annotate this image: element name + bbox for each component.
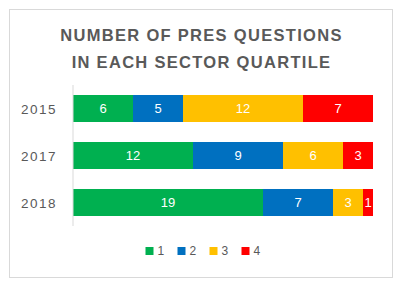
data-label: 6	[99, 101, 106, 116]
category-label: 2018	[21, 196, 57, 211]
legend-label: 4	[254, 244, 261, 258]
data-label: 7	[334, 101, 341, 116]
data-label: 12	[236, 101, 250, 116]
data-label: 5	[154, 101, 161, 116]
bar-segment	[73, 95, 133, 122]
data-label: 3	[354, 148, 361, 163]
legend-swatch	[210, 247, 218, 255]
data-label: 19	[161, 195, 175, 210]
data-label: 7	[294, 195, 301, 210]
category-axis	[73, 85, 74, 226]
data-labels: 651271296319731	[99, 101, 371, 210]
data-label: 9	[234, 148, 241, 163]
bars	[73, 95, 373, 216]
category-label: 2015	[21, 102, 57, 117]
legend-swatch	[146, 247, 154, 255]
bar-segment	[193, 142, 283, 169]
legend-swatch	[242, 247, 250, 255]
data-label: 6	[309, 148, 316, 163]
chart-title: NUMBER OF PRES QUESTIONS IN EACH SECTOR …	[0, 22, 403, 76]
bar-segment	[363, 189, 373, 216]
bar-segment	[133, 95, 183, 122]
legend-label: 2	[190, 244, 197, 258]
data-label: 12	[126, 148, 140, 163]
bar-segment	[263, 189, 333, 216]
bar-segment	[73, 142, 193, 169]
bar-segment	[343, 142, 373, 169]
category-label: 2017	[21, 149, 57, 164]
legend-label: 3	[222, 244, 229, 258]
bar-segment	[303, 95, 373, 122]
data-label: 1	[364, 195, 371, 210]
chart-svg: 6512712963197312015201720181234	[0, 0, 403, 289]
bar-segment	[283, 142, 343, 169]
legend: 1 2 3 4	[146, 244, 261, 258]
bar-segment	[183, 95, 303, 122]
bar-segment	[73, 189, 263, 216]
data-label: 3	[344, 195, 351, 210]
bar-segment	[333, 189, 363, 216]
legend-swatch	[178, 247, 186, 255]
legend-label: 1	[158, 244, 165, 258]
